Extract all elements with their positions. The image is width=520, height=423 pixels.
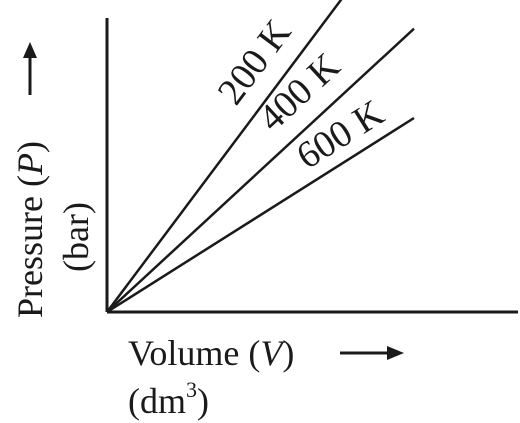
- y-label-main: Pressure (: [10, 175, 50, 318]
- x-label-main: Volume (: [128, 333, 260, 373]
- x-unit-sup: 3: [186, 377, 197, 402]
- y-label-arrow-head: [23, 42, 37, 58]
- series-line-600-k: [106, 116, 415, 314]
- series-line-200-k: [105, 0, 343, 313]
- x-axis-unit: (dm3): [128, 377, 209, 421]
- series-lines: [105, 0, 415, 314]
- x-label-close: ): [282, 333, 294, 373]
- svg-text:Pressure (P): Pressure (P): [10, 141, 50, 318]
- y-label-close: ): [10, 141, 50, 153]
- y-label-var: P: [10, 153, 50, 176]
- y-axis-label: Pressure (P): [10, 42, 50, 318]
- y-label-unit: (bar): [56, 202, 96, 272]
- x-label-var: V: [260, 333, 286, 373]
- x-label-arrow-head: [387, 346, 404, 360]
- x-unit-close: ): [197, 381, 209, 421]
- series-line-400-k: [106, 27, 415, 313]
- y-axis-unit: (bar): [56, 202, 96, 272]
- x-unit-open: (dm: [128, 381, 186, 421]
- x-axis-label: Volume (V): [128, 333, 294, 373]
